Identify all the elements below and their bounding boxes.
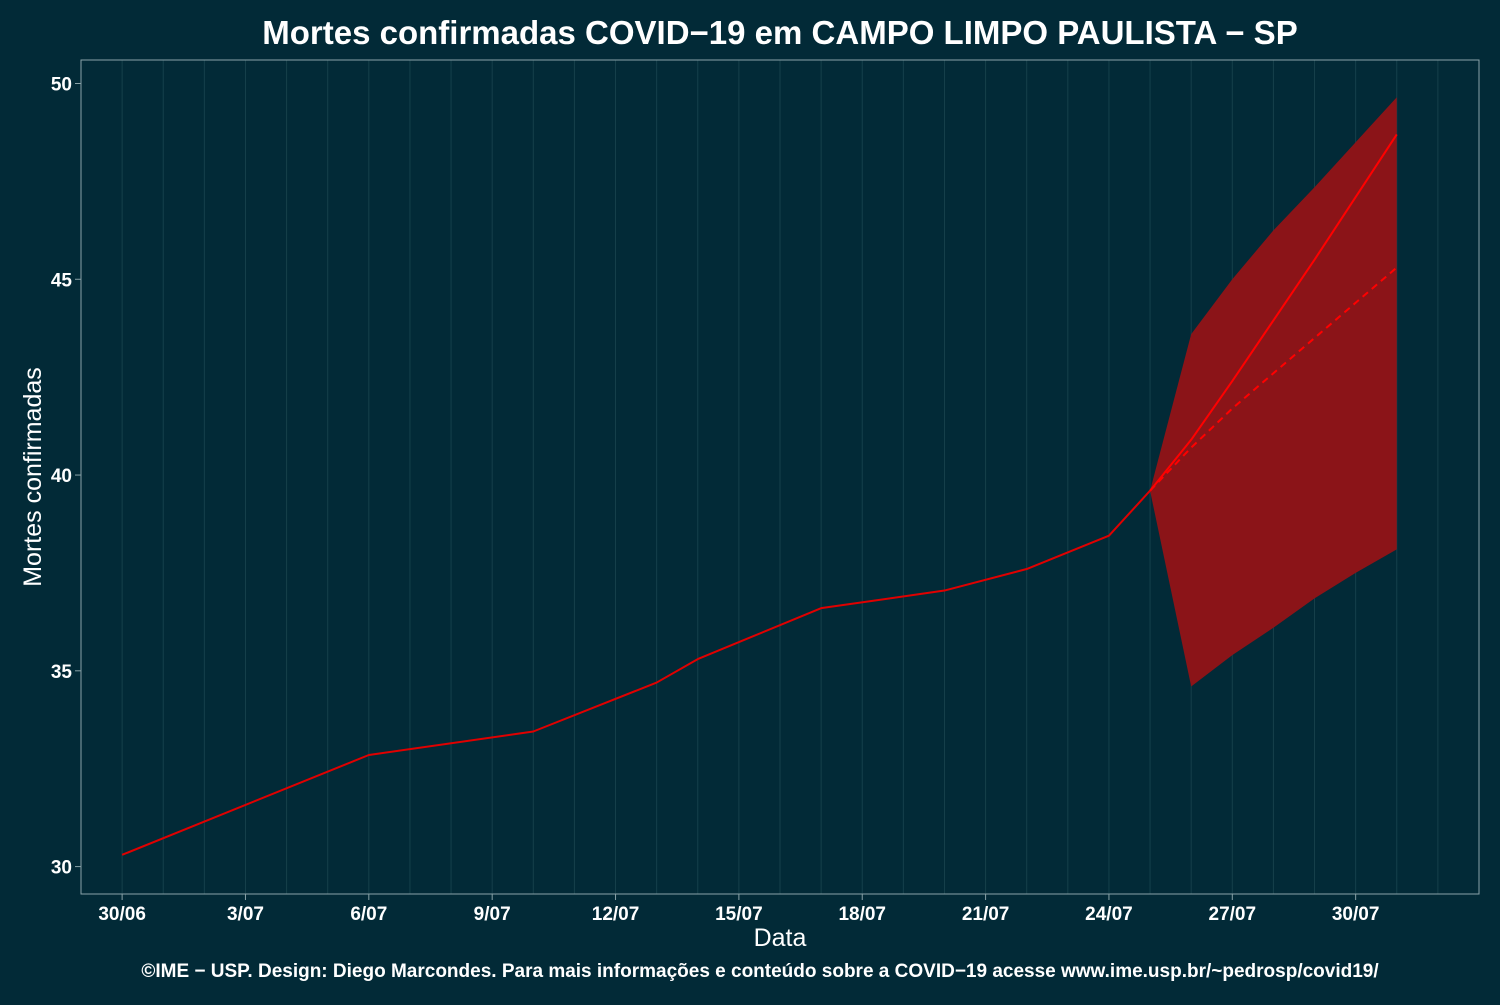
y-axis-label: Mortes confirmadas: [19, 367, 47, 587]
series-line-observed: [121, 490, 1151, 856]
chart-caption: ©IME − USP. Design: Diego Marcondes. Par…: [141, 961, 1379, 982]
panel-border: [80, 59, 1480, 895]
series-line-forecast-dashed: [1149, 266, 1398, 492]
x-tick-label: 3/07: [227, 904, 264, 925]
x-tick-label: 27/07: [1209, 904, 1257, 925]
y-tick-label: 35: [51, 662, 73, 683]
x-tick-label: 12/07: [592, 904, 640, 925]
y-axis-ticks: 30 35 40 45 50: [51, 74, 81, 879]
x-axis-label: Data: [754, 924, 807, 952]
x-tick-label: 21/07: [962, 904, 1010, 925]
x-tick-label: 30/07: [1332, 904, 1380, 925]
x-tick-label: 9/07: [474, 904, 511, 925]
x-axis-ticks: 30/06 3/07 6/07 9/07 12/07 15/07 18/07 21/07 24/…: [98, 894, 1379, 925]
x-tick-label: 18/07: [838, 904, 886, 925]
series-layer: [121, 133, 1398, 856]
grid-lines: [80, 60, 1480, 894]
chart-title: Mortes confirmadas COVID−19 em CAMPO LIM…: [262, 14, 1297, 51]
series-line-forecast-solid: [1149, 133, 1398, 492]
forecast-band-layer: [1150, 97, 1397, 687]
forecast-interval-band: [1150, 97, 1397, 687]
x-tick-label: 24/07: [1085, 904, 1133, 925]
y-tick-label: 50: [51, 74, 72, 95]
y-tick-label: 40: [51, 466, 72, 487]
x-tick-label: 6/07: [350, 904, 387, 925]
x-tick-label: 30/06: [98, 904, 146, 925]
y-tick-label: 30: [51, 858, 72, 879]
y-tick-label: 45: [51, 270, 73, 291]
x-tick-label: 15/07: [715, 904, 763, 925]
